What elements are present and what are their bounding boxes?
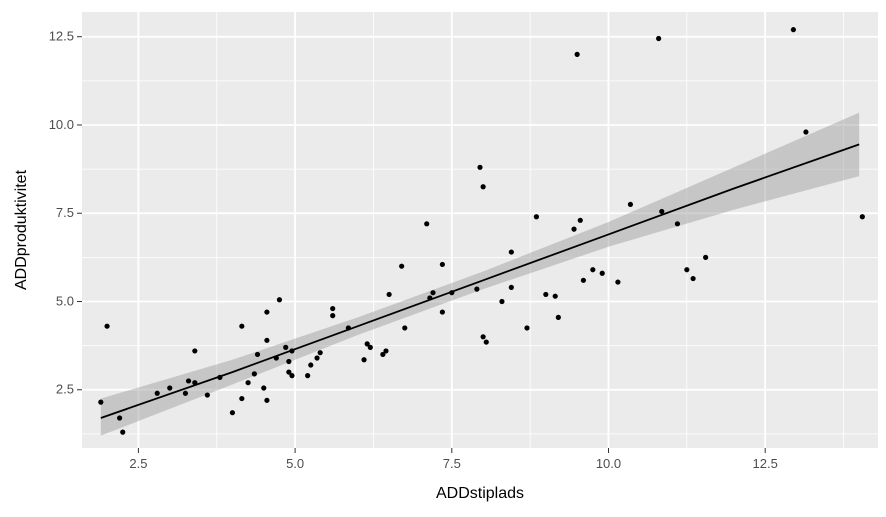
data-point xyxy=(599,270,605,276)
y-tick-label: 2.5 xyxy=(56,382,74,397)
data-point xyxy=(577,217,583,223)
data-point xyxy=(386,291,392,298)
data-point xyxy=(251,371,257,377)
data-point xyxy=(286,358,292,365)
data-point xyxy=(229,410,236,416)
data-point xyxy=(690,275,696,282)
data-point xyxy=(264,337,270,343)
data-point xyxy=(245,380,251,386)
data-point xyxy=(283,344,289,350)
data-point xyxy=(615,279,621,285)
data-point xyxy=(402,325,408,331)
data-point xyxy=(330,313,336,319)
data-point xyxy=(590,267,596,273)
data-point xyxy=(98,399,104,405)
data-point xyxy=(167,385,173,391)
data-point xyxy=(289,373,295,379)
data-point xyxy=(574,51,580,57)
data-point xyxy=(261,385,267,391)
data-point xyxy=(439,261,445,268)
data-point xyxy=(264,397,270,403)
y-tick-label: 10.0 xyxy=(49,117,74,132)
x-tick-label: 12.5 xyxy=(753,456,778,471)
data-point xyxy=(424,221,430,227)
x-tick-label: 7.5 xyxy=(443,456,461,471)
data-point xyxy=(314,355,320,361)
x-tick-label: 2.5 xyxy=(129,456,147,471)
data-point xyxy=(571,226,577,232)
x-axis: 2.5 5.0 7.5 10.0 12.5 xyxy=(129,448,778,471)
data-point xyxy=(204,392,210,398)
data-point xyxy=(580,277,587,283)
data-point xyxy=(803,129,809,135)
data-point xyxy=(185,378,192,384)
data-point xyxy=(627,201,634,208)
data-point xyxy=(383,348,389,354)
data-point xyxy=(477,164,483,170)
data-point xyxy=(543,291,549,298)
data-point xyxy=(286,369,292,375)
data-points xyxy=(98,27,865,435)
x-axis-title: ADDstiplads xyxy=(436,485,524,502)
minor-gridlines xyxy=(82,12,878,448)
data-point xyxy=(399,263,405,269)
data-point xyxy=(555,314,561,320)
data-point xyxy=(380,351,386,358)
confidence-band xyxy=(100,112,860,436)
major-gridlines xyxy=(82,12,878,448)
data-point xyxy=(703,254,709,260)
data-point xyxy=(684,267,690,273)
y-tick-label: 12.5 xyxy=(49,29,74,44)
data-point xyxy=(480,184,486,190)
data-point xyxy=(239,395,245,402)
data-point xyxy=(483,339,489,345)
data-point xyxy=(308,362,314,368)
data-point xyxy=(239,323,245,329)
data-point xyxy=(674,221,681,227)
y-tick-label: 5.0 xyxy=(56,293,74,308)
y-tick-label: 7.5 xyxy=(56,205,74,220)
x-tick-label: 5.0 xyxy=(286,456,304,471)
data-point xyxy=(361,357,367,363)
data-point xyxy=(430,290,436,296)
y-axis: 2.5 5.0 7.5 10.0 12.5 xyxy=(49,29,82,397)
data-point xyxy=(439,309,445,315)
data-point xyxy=(276,297,283,303)
data-point xyxy=(656,35,662,42)
data-point xyxy=(182,390,189,396)
data-point xyxy=(154,390,160,396)
data-point xyxy=(552,293,558,299)
data-point xyxy=(120,429,126,435)
data-point xyxy=(480,334,486,340)
data-point xyxy=(330,305,336,312)
data-point xyxy=(508,284,514,290)
data-point xyxy=(305,373,311,379)
data-point xyxy=(117,415,123,421)
data-point xyxy=(533,214,540,220)
data-point xyxy=(192,348,198,354)
data-point xyxy=(524,325,530,331)
data-point xyxy=(859,214,865,220)
data-point xyxy=(659,208,665,215)
y-axis-title: ADDproduktivitet xyxy=(13,169,30,290)
data-point xyxy=(474,286,480,292)
data-point xyxy=(264,309,270,315)
data-point xyxy=(317,350,323,356)
data-point xyxy=(508,249,514,255)
data-point xyxy=(367,344,373,350)
data-point xyxy=(254,351,261,358)
x-tick-label: 10.0 xyxy=(596,456,621,471)
regression-line xyxy=(100,143,860,419)
data-point xyxy=(364,341,370,347)
data-point xyxy=(104,323,110,329)
plot-panel xyxy=(82,12,878,448)
data-point xyxy=(499,298,505,305)
data-point xyxy=(790,27,796,33)
